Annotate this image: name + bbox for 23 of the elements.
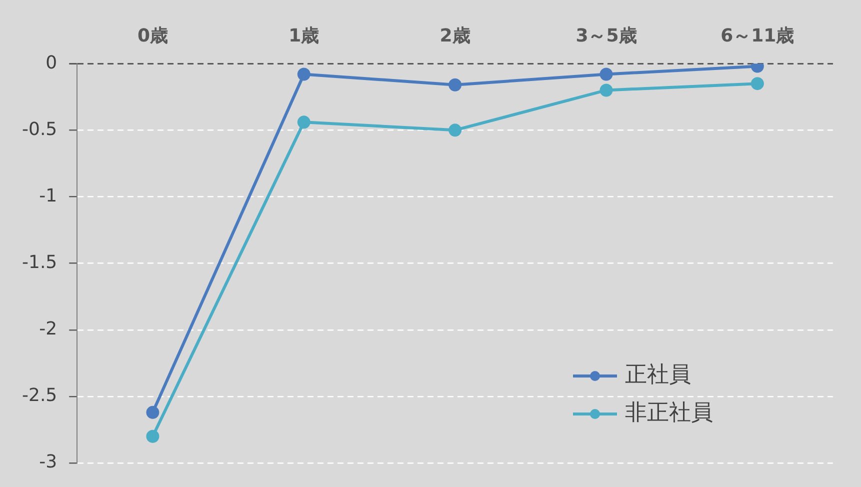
- x-tick-label: 0歳: [137, 25, 168, 46]
- point: [146, 406, 160, 419]
- point: [600, 68, 613, 81]
- point: [146, 430, 160, 443]
- legend-label: 正社員: [625, 362, 691, 388]
- legend-label: 非正社員: [625, 400, 713, 426]
- point: [297, 68, 310, 81]
- point: [750, 77, 764, 90]
- y-tick-label: 0: [46, 52, 58, 74]
- y-tick-label: -1.5: [22, 252, 58, 273]
- x-tick-label: 3～5歳: [576, 25, 637, 46]
- x-tick-label: 2歳: [440, 25, 470, 46]
- y-tick-label: -0.5: [22, 118, 58, 140]
- point: [297, 116, 310, 129]
- y-tick-label: -2: [39, 318, 58, 340]
- x-tick-label: 1歳: [288, 25, 320, 46]
- point: [600, 84, 613, 97]
- point: [448, 78, 462, 92]
- y-tick-label: -3: [39, 452, 58, 473]
- x-tick-label: 6～11歳: [720, 25, 794, 46]
- y-tick-label: -1: [39, 185, 58, 206]
- point: [448, 124, 462, 137]
- y-tick-label: -2.5: [22, 385, 58, 406]
